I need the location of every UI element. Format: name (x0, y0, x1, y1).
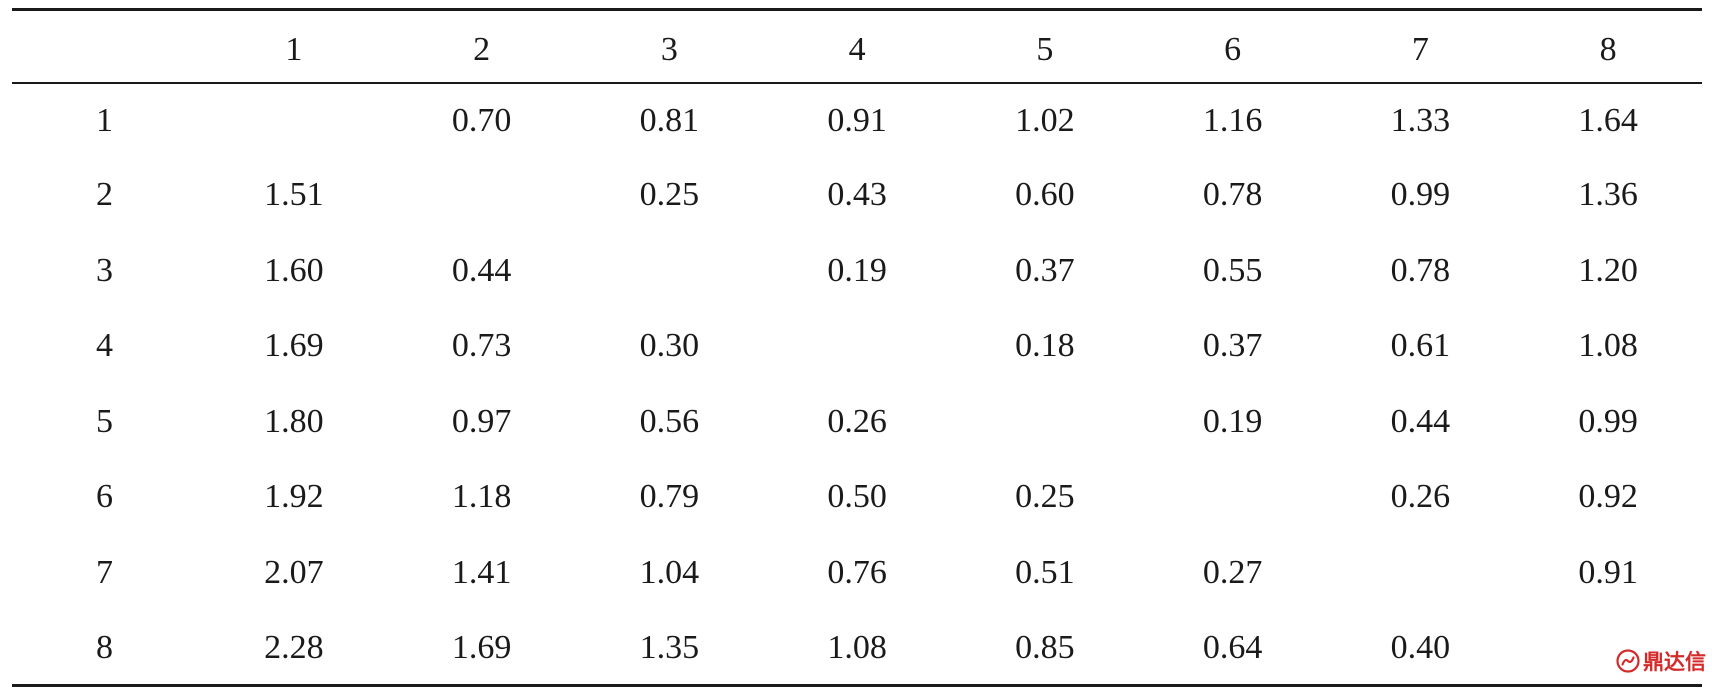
table-cell: 1.64 (1578, 102, 1638, 140)
table-cell: 0.43 (827, 176, 887, 214)
table-cell: 1.80 (264, 402, 324, 440)
table-cell: 0.64 (1202, 629, 1263, 667)
table-cell (1327, 535, 1515, 611)
table-cell: 0.44 (1390, 402, 1451, 440)
column-header: 7 (1411, 30, 1429, 68)
table-cell: 0.56 (639, 402, 700, 440)
table-cell: 0.26 (1390, 478, 1451, 516)
table-cell: 1.18 (451, 478, 512, 516)
corner-cell (12, 11, 200, 82)
table-cell (763, 309, 951, 385)
table-cell: 0.19 (1202, 402, 1263, 440)
table-cell: 0.70 (451, 102, 512, 140)
data-table-region: 1 2 3 4 5 6 7 8 1 0.70 0.81 0.91 1.02 1.… (12, 8, 1702, 687)
table-cell: 1.16 (1202, 102, 1263, 140)
table-row: 7 2.07 1.41 1.04 0.76 0.51 0.27 0.91 (12, 535, 1702, 611)
top-rule (12, 8, 1702, 11)
table-cell: 0.50 (827, 478, 887, 516)
row-label: 8 (96, 629, 113, 667)
table-cell: 0.51 (1015, 553, 1075, 591)
table-row: 3 1.60 0.44 0.19 0.37 0.55 0.78 1.20 (12, 233, 1702, 309)
table-cell (200, 82, 388, 158)
column-header: 8 (1599, 30, 1617, 68)
table-cell: 0.91 (1578, 553, 1638, 591)
table-cell: 0.25 (639, 176, 700, 214)
table-cell: 2.28 (264, 629, 324, 667)
table-row: 6 1.92 1.18 0.79 0.50 0.25 0.26 0.92 (12, 460, 1702, 536)
table-cell: 0.44 (451, 251, 512, 289)
column-header: 1 (285, 30, 303, 68)
table-cell: 0.18 (1015, 327, 1075, 365)
column-header: 6 (1224, 30, 1242, 68)
column-header: 4 (848, 30, 866, 68)
table-cell: 1.35 (639, 629, 700, 667)
table-cell: 0.78 (1390, 251, 1451, 289)
table-cell: 0.26 (827, 402, 887, 440)
table-cell: 0.79 (639, 478, 700, 516)
table-cell: 1.69 (264, 327, 324, 365)
table-cell: 1.69 (451, 629, 512, 667)
row-label: 5 (96, 402, 113, 440)
row-label: 3 (96, 251, 113, 289)
table-cell: 0.19 (827, 251, 887, 289)
row-label: 4 (96, 327, 113, 365)
watermark: 鼎达信 (1616, 646, 1706, 676)
table-cell: 1.02 (1015, 102, 1075, 140)
table-cell: 1.92 (264, 478, 324, 516)
table-cell: 1.41 (451, 553, 512, 591)
table-row: 8 2.28 1.69 1.35 1.08 0.85 0.64 0.40 (12, 611, 1702, 687)
table-cell (1139, 460, 1327, 536)
table-cell: 1.51 (264, 176, 324, 214)
table-cell: 0.60 (1015, 176, 1075, 214)
table-cell: 1.08 (827, 629, 887, 667)
header-rule (12, 82, 1702, 84)
row-label: 2 (96, 176, 113, 214)
column-header: 2 (473, 30, 491, 68)
bottom-rule (12, 684, 1702, 687)
table-cell (951, 384, 1139, 460)
table-cell: 1.36 (1578, 176, 1638, 214)
table-cell: 0.25 (1015, 478, 1075, 516)
table-cell (576, 233, 764, 309)
table-cell: 0.91 (827, 102, 887, 140)
row-label: 6 (96, 478, 113, 516)
table-cell: 1.20 (1578, 251, 1638, 289)
table-cell: 0.37 (1015, 251, 1075, 289)
table-cell: 0.76 (827, 553, 887, 591)
column-header: 5 (1036, 30, 1054, 68)
table-row: 1 0.70 0.81 0.91 1.02 1.16 1.33 1.64 (12, 82, 1702, 158)
table-cell: 0.78 (1202, 176, 1263, 214)
table-cell: 1.60 (264, 251, 324, 289)
table-cell: 0.81 (639, 102, 700, 140)
table-row: 5 1.80 0.97 0.56 0.26 0.19 0.44 0.99 (12, 384, 1702, 460)
table-row: 2 1.51 0.25 0.43 0.60 0.78 0.99 1.36 (12, 158, 1702, 234)
table-cell: 0.55 (1202, 251, 1263, 289)
table-cell: 0.37 (1202, 327, 1263, 365)
watermark-logo-icon (1616, 649, 1640, 673)
row-label: 1 (96, 102, 113, 140)
header-row: 1 2 3 4 5 6 7 8 (12, 11, 1702, 82)
table-cell: 1.04 (639, 553, 700, 591)
table-cell: 0.61 (1390, 327, 1451, 365)
table-cell: 0.73 (451, 327, 512, 365)
table-row: 4 1.69 0.73 0.30 0.18 0.37 0.61 1.08 (12, 309, 1702, 385)
column-header: 3 (660, 30, 678, 68)
matrix-table: 1 2 3 4 5 6 7 8 1 0.70 0.81 0.91 1.02 1.… (12, 11, 1702, 686)
table-cell (388, 158, 576, 234)
table-cell: 0.27 (1202, 553, 1263, 591)
watermark-text: 鼎达信 (1643, 650, 1706, 674)
table-cell: 2.07 (264, 553, 324, 591)
table-cell: 0.40 (1390, 629, 1451, 667)
table-cell: 0.97 (451, 402, 512, 440)
table-cell: 1.08 (1578, 327, 1638, 365)
table-cell: 1.33 (1390, 102, 1451, 140)
row-label: 7 (96, 553, 113, 591)
table-cell: 0.99 (1578, 402, 1638, 440)
table-cell: 0.99 (1390, 176, 1451, 214)
table-cell: 0.30 (639, 327, 700, 365)
table-cell: 0.85 (1015, 629, 1075, 667)
table-cell: 0.92 (1578, 478, 1638, 516)
